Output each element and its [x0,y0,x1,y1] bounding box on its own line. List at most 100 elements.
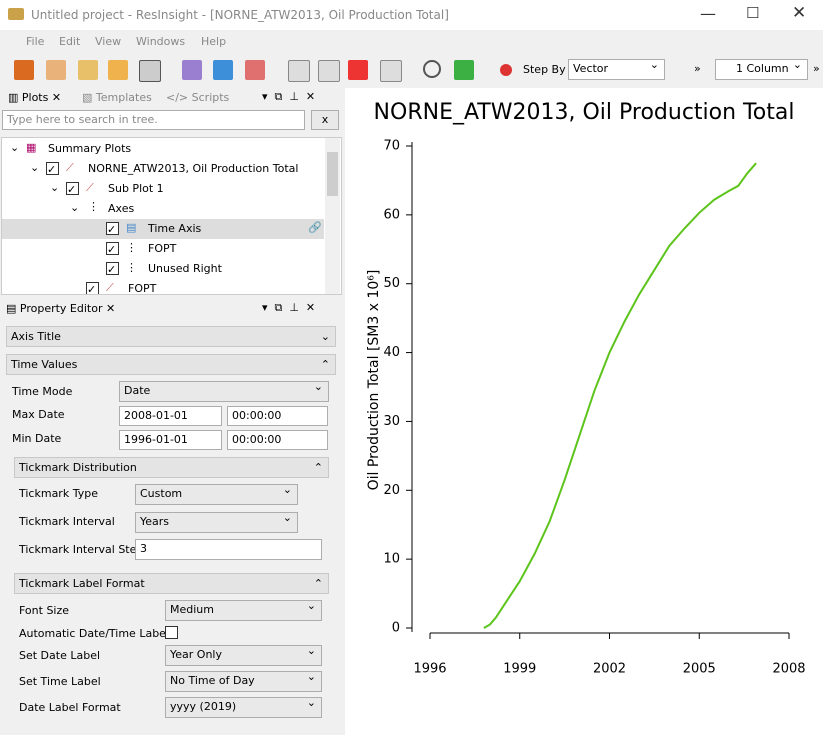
tab[interactable]: ▥ Plots ✕ [8,91,62,104]
checkbox[interactable]: ✓ [86,282,99,294]
expander[interactable]: ⌄ [10,141,20,154]
checkbox[interactable]: ✓ [106,222,119,236]
tree-icon: ▤ [126,221,137,234]
y-tick-label: 50 [383,276,400,291]
search-field[interactable]: Type here to search in tree. [2,110,305,130]
tree-node[interactable]: NORNE_ATW2013, Oil Production Total [88,162,299,175]
section-header[interactable]: Time Values ⌃ [6,354,336,375]
tool-button[interactable] [318,60,340,82]
field-label: Max Date [12,408,65,421]
step-by-combo[interactable]: Vector [568,58,665,80]
tool-button[interactable] [245,60,265,80]
toolbar: Step By Vector » 1 Column » [0,54,823,86]
date-field[interactable]: 2008-01-01 [119,406,222,426]
tree-icon: ⟋ [86,181,94,194]
y-tick-label: 40 [383,345,400,360]
minimize-button[interactable]: — [700,4,716,23]
field-label: Font Size [19,604,70,617]
combo[interactable]: Years [135,511,298,533]
menu-item[interactable]: File [26,35,45,48]
toolbar-overflow[interactable]: » [694,62,701,75]
menu-item[interactable]: Help [201,35,227,48]
section-header[interactable]: Tickmark Label Format ⌃ [14,573,329,594]
tool-button[interactable] [46,60,66,80]
columns-combo[interactable]: 1 Column [715,58,808,80]
section-header[interactable]: Tickmark Distribution ⌃ [14,457,329,478]
tab[interactable]: ▧ Templates [82,91,152,104]
tree-icon: ⟋ [106,281,114,294]
section-title: Tickmark Label Format [19,577,145,590]
text-field[interactable]: 3 [135,539,322,560]
field-label: Date Label Format [19,701,121,714]
tree-icon: ⋮ [126,241,137,254]
expander[interactable]: ⌄ [30,161,40,174]
tree-node[interactable]: Unused Right [148,262,222,275]
tree-node[interactable]: Summary Plots [48,142,132,155]
x-tick-label: 2005 [683,662,716,677]
scroll-thumb[interactable] [327,152,338,196]
expander[interactable]: ⌄ [70,201,80,214]
combo[interactable]: Year Only [165,644,322,666]
tool-button[interactable] [348,60,368,80]
date-field[interactable]: 1996-01-01 [119,430,222,450]
section-title: Time Values [11,358,78,371]
tab-label: Scripts [191,91,230,104]
menu-item[interactable]: Windows [136,35,186,48]
menu-item[interactable]: Edit [59,35,81,48]
toolbar-overflow[interactable]: » [813,62,820,75]
tool-button[interactable] [423,60,441,78]
y-axis-label: Oil Production Total [SM3 x 10⁶] [366,270,382,491]
window-title: Untitled project - ResInsight - [NORNE_A… [31,8,449,22]
tool-button[interactable] [213,60,233,80]
tab[interactable]: </> Scripts [166,91,230,104]
combo[interactable]: Date [119,380,329,402]
step-by-label: Step By [523,63,566,76]
field-label: Time Mode [12,385,73,398]
time-field[interactable]: 00:00:00 [227,430,328,450]
title-bar [0,0,823,30]
tree-icon: ▦ [26,141,37,154]
tree-node[interactable]: FOPT [128,282,157,295]
app-icon [8,8,24,20]
close-button[interactable]: ✕ [792,3,807,23]
panel-title: Property Editor [19,302,103,315]
checkbox[interactable]: ✓ [46,162,59,176]
checkbox[interactable] [165,626,178,639]
panel-controls[interactable]: ▾ ⧉ ⊥ ✕ [262,301,316,314]
y-tick-label: 20 [383,483,400,498]
tree-node[interactable]: Axes [108,202,135,215]
combo[interactable]: No Time of Day [165,670,322,692]
combo[interactable]: Custom [135,483,298,505]
tab[interactable]: ▤ Property Editor ✕ [6,302,116,315]
time-field[interactable]: 00:00:00 [227,406,328,426]
tool-button[interactable] [454,60,474,80]
tree-node[interactable]: Sub Plot 1 [108,182,164,195]
tool-button[interactable] [108,60,128,80]
tool-button[interactable] [14,60,34,80]
checkbox[interactable]: ✓ [106,262,119,276]
tree-node[interactable]: FOPT [148,242,177,255]
y-tick-label: 10 [383,552,400,567]
tool-button[interactable] [139,60,161,82]
expander[interactable]: ⌄ [50,181,60,194]
field-label: Tickmark Interval [19,515,115,528]
tree-icon: ⋮ [126,261,137,274]
search-button[interactable]: x [311,110,339,130]
section-header[interactable]: Axis Title ⌄ [6,326,336,347]
maximize-button[interactable]: ☐ [746,4,760,22]
property-editor: ▤ Property Editor ✕ ▾ ⧉ ⊥ ✕ Axis Title ⌄ … [0,296,341,735]
tool-button[interactable] [380,60,402,82]
combo[interactable]: Medium [165,599,322,621]
tool-button[interactable] [78,60,98,80]
tree-node[interactable]: Time Axis [148,222,202,235]
combo[interactable]: yyyy (2019) [165,696,322,718]
scrollbar[interactable] [325,138,340,294]
menu-item[interactable]: View [95,35,122,48]
y-tick-label: 0 [392,621,400,636]
panel-controls[interactable]: ▾ ⧉ ⊥ ✕ [262,90,316,103]
checkbox[interactable]: ✓ [106,242,119,256]
tool-button[interactable] [182,60,202,80]
tool-button[interactable] [288,60,310,82]
checkbox[interactable]: ✓ [66,182,79,196]
